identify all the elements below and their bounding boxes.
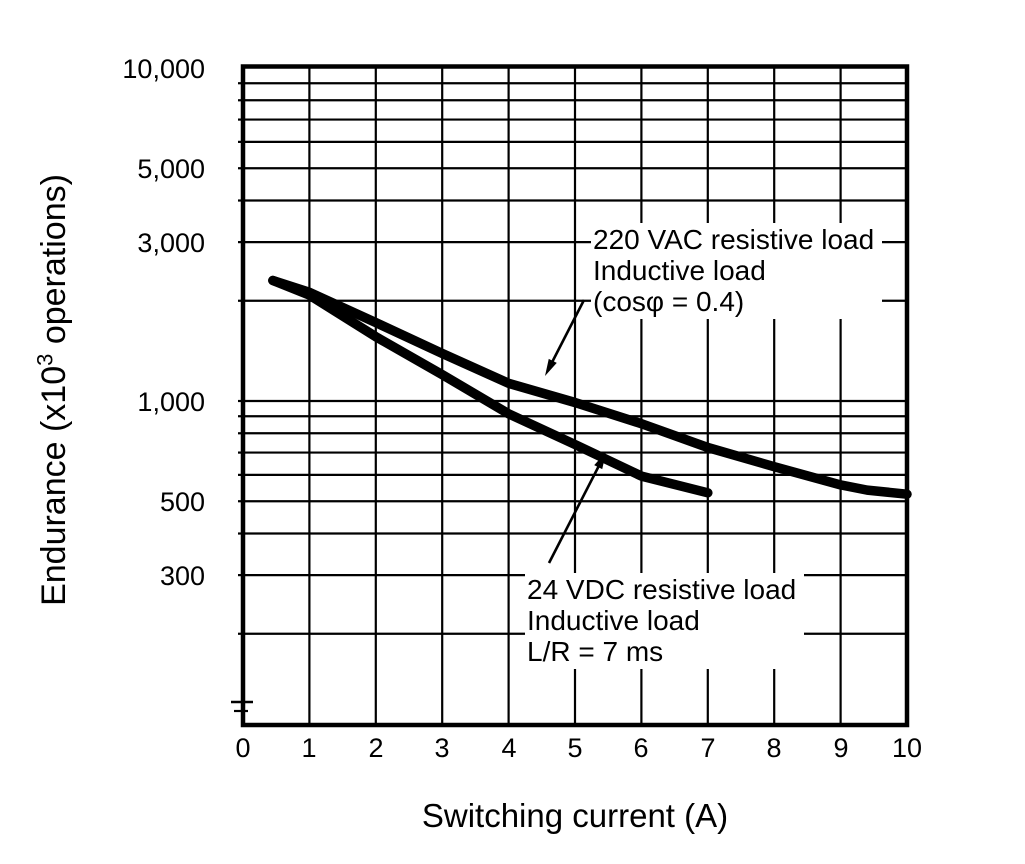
x-tick-label: 8: [766, 733, 782, 763]
x-tick-label: 0: [235, 733, 251, 763]
y-tick-label: 1,000: [137, 387, 205, 417]
leader-220vac: [548, 299, 586, 368]
x-tick-label: 7: [700, 733, 716, 763]
y-tick-label: 5,000: [137, 154, 205, 184]
leader-220vac-arrowhead: [545, 358, 557, 376]
x-tick-label: 1: [301, 733, 317, 763]
annotation-220vac-line3: (cosφ = 0.4): [593, 286, 745, 317]
y-tick-label: 3,000: [137, 228, 205, 258]
y-axis-title: Endurance (x103 operations): [32, 174, 73, 606]
x-tick-label: 2: [368, 733, 384, 763]
x-tick-label: 3: [434, 733, 450, 763]
series-line-220vac: [268, 275, 912, 499]
annotation-220vac-line1: 220 VAC resistive load: [593, 224, 875, 255]
series-line-24vdc: [268, 275, 713, 498]
annotation-24vdc-line2: Inductive load: [527, 605, 700, 636]
annotation-220vac-line2: Inductive load: [593, 255, 766, 286]
x-tick-label: 10: [891, 733, 923, 763]
annotation-24vdc-line3: L/R = 7 ms: [527, 636, 664, 667]
y-tick-label: 10,000: [122, 54, 205, 84]
leader-24vdc: [547, 460, 603, 564]
annotation-24vdc: 24 VDC resistive load Inductive load L/R…: [525, 573, 805, 669]
plot-border: [240, 64, 910, 728]
annotation-220vac: 220 VAC resistive load Inductive load (c…: [591, 223, 883, 319]
x-axis-title: Switching current (A): [421, 797, 729, 834]
y-tick-label: 300: [159, 561, 205, 591]
annotation-24vdc-line1: 24 VDC resistive load: [527, 574, 797, 605]
leader-24vdc-arrowhead: [594, 452, 606, 470]
y-axis-title-exponent: 3: [32, 353, 58, 366]
x-tick-label: 6: [633, 733, 649, 763]
x-tick-label: 9: [833, 733, 849, 763]
y-tick-label: 500: [159, 487, 205, 517]
x-tick-label: 4: [501, 733, 517, 763]
x-tick-label: 5: [567, 733, 583, 763]
